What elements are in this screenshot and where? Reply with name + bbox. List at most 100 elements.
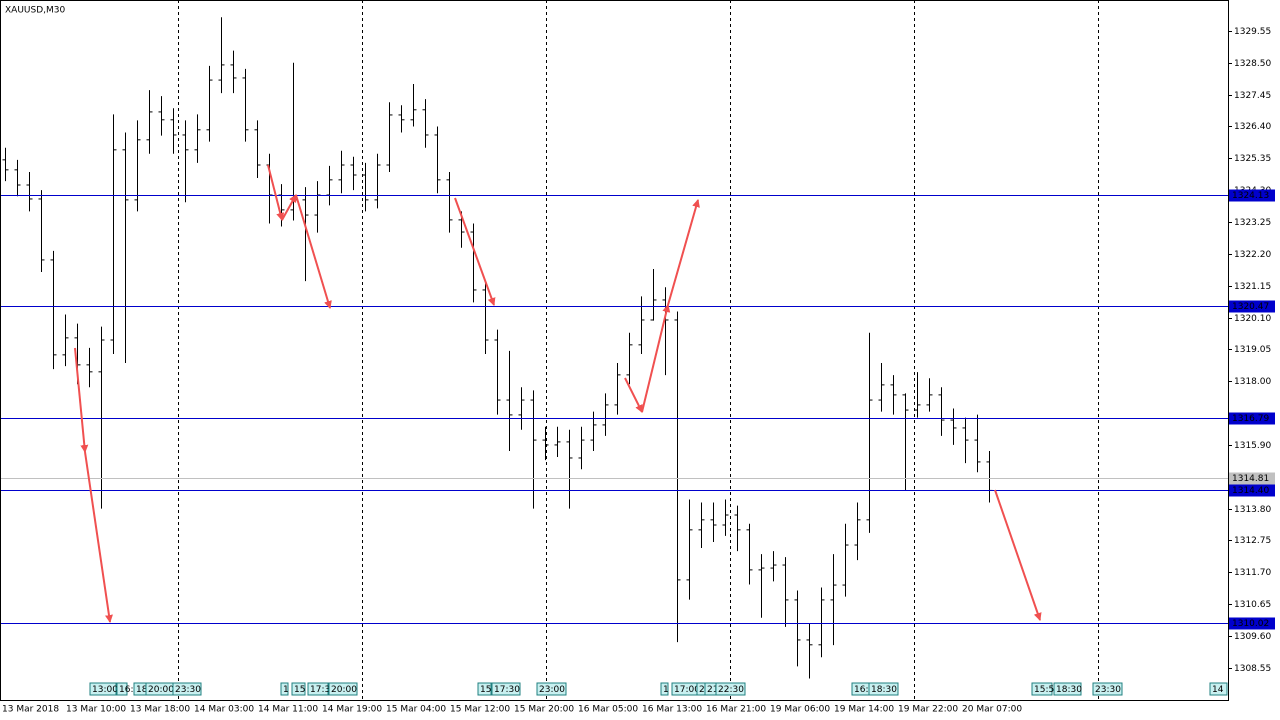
y-tick-label: 1323.25: [1234, 218, 1271, 228]
session-box: [1092, 682, 1123, 696]
session-label: 23:30: [175, 685, 201, 695]
session-markers: 13:00 16: 18 20:00 23:30 1 15 17:3 20:00 15 17:30 2…: [89, 682, 1228, 696]
session-box: [116, 682, 128, 696]
level-label: 1320.47: [1232, 302, 1269, 312]
y-tick-label: 1321.15: [1234, 282, 1271, 292]
y-tick-label: 1320.10: [1234, 314, 1271, 324]
y-tick-label: 1308.55: [1234, 664, 1271, 674]
session-label: 18: [136, 685, 148, 695]
session-label: 2: [699, 685, 705, 695]
y-tick-label: 1318.00: [1234, 377, 1271, 387]
x-tick-label: 13 Mar 10:00: [66, 705, 126, 715]
x-tick-label: 16 Mar 05:00: [578, 705, 638, 715]
x-tick-label: 14 Mar 19:00: [322, 705, 382, 715]
session-label: 15: [294, 685, 305, 695]
session-label: 16:: [119, 685, 133, 695]
session-box: [1031, 682, 1053, 696]
level-label: 1316.79: [1232, 414, 1269, 424]
level-label: 1310.02: [1232, 619, 1269, 629]
chart-title: XAUUSD,M30: [5, 6, 65, 16]
y-tick-label: 1312.75: [1234, 536, 1271, 546]
session-label: 1: [283, 685, 289, 695]
y-tick-label: 1328.50: [1234, 59, 1271, 69]
session-label: 23:00: [539, 685, 565, 695]
session-label: 14: [1212, 685, 1224, 695]
arrows: [74, 164, 1042, 623]
arrow: [84, 451, 113, 623]
session-label: 15: [480, 685, 491, 695]
session-box: [491, 682, 521, 696]
arrow: [667, 199, 700, 306]
y-tick-label: 1311.70: [1234, 568, 1271, 578]
x-tick-label: 19 Mar 22:00: [898, 705, 958, 715]
session-box: [307, 682, 329, 696]
arrow: [994, 489, 1042, 621]
y-tick-label: 1326.40: [1234, 122, 1271, 132]
levels: [0, 195, 1228, 624]
x-tick-label: 14 Mar 03:00: [194, 705, 254, 715]
session-box: [536, 682, 567, 696]
level-box: [1229, 617, 1275, 630]
time-axis: 13 Mar 2018 13 Mar 10:00 13 Mar 18:00 14 Ma…: [0, 700, 1228, 715]
y-tick-label: 1325.35: [1234, 154, 1271, 164]
session-box: [1053, 682, 1082, 696]
y-tick-label: 1319.05: [1234, 345, 1271, 355]
session-label: 20:00: [148, 685, 174, 695]
arrow: [295, 194, 332, 309]
x-tick-label: 16 Mar 13:00: [642, 705, 702, 715]
y-tick-label: 1327.45: [1234, 91, 1271, 101]
x-tick-label: 19 Mar 14:00: [834, 705, 894, 715]
price-line-box: [1229, 472, 1275, 485]
session-label: 1: [663, 685, 669, 695]
session-box: [477, 682, 492, 696]
session-label: 17:30: [494, 685, 520, 695]
session-box: [280, 682, 289, 696]
arrow: [74, 347, 89, 453]
level-box: [1229, 300, 1275, 313]
session-label: 18:30: [1056, 685, 1082, 695]
price-axis: 1308.55 1309.60 1310.65 1311.70 1312.75 1313.…: [1228, 27, 1275, 674]
arrow: [641, 304, 671, 413]
bars: [2, 17, 993, 679]
session-box: [328, 682, 358, 696]
session-box: [660, 682, 669, 696]
session-box: [868, 682, 899, 696]
session-label: 20:00: [331, 685, 357, 695]
session-label: 18:30: [871, 685, 897, 695]
session-label: 17:3: [310, 685, 330, 695]
x-tick-label: 20 Mar 07:00: [962, 705, 1022, 715]
x-tick-label: 15 Mar 12:00: [450, 705, 510, 715]
arrow: [281, 194, 297, 221]
level-label: 1314.40: [1232, 486, 1269, 496]
x-tick-label: 15 Mar 20:00: [514, 705, 574, 715]
y-tick-label: 1329.55: [1234, 27, 1271, 37]
arrow: [624, 377, 643, 413]
level-box: [1229, 484, 1275, 497]
x-tick-label: 19 Mar 06:00: [770, 705, 830, 715]
x-tick-label: 15 Mar 04:00: [386, 705, 446, 715]
v-grid: [178, 0, 1099, 700]
session-label: 15:5: [1034, 685, 1054, 695]
y-tick-label: 1322.20: [1234, 250, 1271, 260]
session-box: [291, 682, 306, 696]
level-label: 1324.13: [1232, 191, 1269, 201]
session-label: 17:00: [674, 685, 700, 695]
y-tick-label: 1309.60: [1234, 632, 1271, 642]
level-box: [1229, 189, 1275, 202]
y-tick-label: 1313.80: [1234, 505, 1271, 515]
level-box: [1229, 412, 1275, 425]
price-line-label: 1314.81: [1232, 474, 1269, 484]
x-tick-label: 13 Mar 18:00: [130, 705, 190, 715]
session-box: [1209, 682, 1228, 696]
session-label: 22:30: [718, 685, 744, 695]
session-label: 21: [707, 685, 718, 695]
x-tick-label: 14 Mar 11:00: [258, 705, 318, 715]
arrow: [267, 164, 285, 221]
x-tick-label: 13 Mar 2018: [2, 705, 59, 715]
session-label: 13:00: [92, 685, 118, 695]
session-label: 23:30: [1095, 685, 1121, 695]
session-label: 16:: [854, 685, 868, 695]
